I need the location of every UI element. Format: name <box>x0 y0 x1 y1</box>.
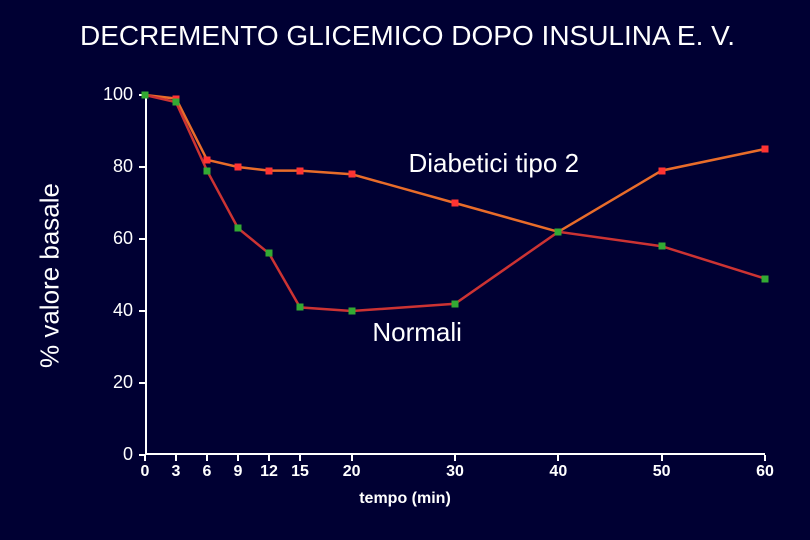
marker-normali <box>266 250 273 257</box>
x-tick-mark <box>557 455 559 461</box>
y-tick-label: 60 <box>73 228 133 249</box>
marker-normali <box>762 275 769 282</box>
x-axis-label: tempo (min) <box>359 490 451 508</box>
y-axis-label: % valore basale <box>35 166 66 386</box>
x-tick-mark <box>206 455 208 461</box>
y-tick-mark <box>139 310 145 312</box>
y-tick-label: 20 <box>73 372 133 393</box>
x-tick-mark <box>764 455 766 461</box>
chart-title: DECREMENTO GLICEMICO DOPO INSULINA E. V. <box>80 20 735 52</box>
x-tick-label: 20 <box>343 463 361 481</box>
x-tick-label: 15 <box>291 463 309 481</box>
annotation-label_normali: Normali <box>372 317 462 348</box>
x-tick-mark <box>268 455 270 461</box>
y-tick-mark <box>139 238 145 240</box>
marker-diabetici-tipo-2 <box>235 164 242 171</box>
marker-normali <box>555 228 562 235</box>
marker-normali <box>204 167 211 174</box>
marker-diabetici-tipo-2 <box>204 156 211 163</box>
marker-diabetici-tipo-2 <box>762 146 769 153</box>
marker-diabetici-tipo-2 <box>266 167 273 174</box>
x-tick-label: 30 <box>446 463 464 481</box>
x-tick-label: 3 <box>172 463 181 481</box>
x-tick-label: 9 <box>234 463 243 481</box>
marker-normali <box>235 225 242 232</box>
marker-diabetici-tipo-2 <box>658 167 665 174</box>
y-tick-label: 40 <box>73 300 133 321</box>
x-tick-label: 40 <box>549 463 567 481</box>
annotation-label_diabetici: Diabetici tipo 2 <box>409 148 580 179</box>
x-tick-mark <box>661 455 663 461</box>
y-tick-label: 100 <box>73 84 133 105</box>
x-tick-mark <box>175 455 177 461</box>
x-tick-mark <box>454 455 456 461</box>
x-tick-label: 0 <box>141 463 150 481</box>
marker-normali <box>142 92 149 99</box>
marker-normali <box>173 99 180 106</box>
marker-normali <box>658 243 665 250</box>
x-tick-label: 50 <box>653 463 671 481</box>
slide: DECREMENTO GLICEMICO DOPO INSULINA E. V.… <box>0 0 810 540</box>
marker-normali <box>348 308 355 315</box>
x-tick-mark <box>144 455 146 461</box>
x-tick-label: 6 <box>203 463 212 481</box>
x-tick-label: 12 <box>260 463 278 481</box>
y-tick-mark <box>139 382 145 384</box>
marker-diabetici-tipo-2 <box>297 167 304 174</box>
chart-plot-area: 020406080100036912152030405060Diabetici … <box>145 95 765 455</box>
marker-normali <box>297 304 304 311</box>
y-tick-mark <box>139 166 145 168</box>
x-tick-mark <box>237 455 239 461</box>
y-tick-label: 0 <box>73 444 133 465</box>
y-axis-line <box>145 95 147 455</box>
x-tick-label: 60 <box>756 463 774 481</box>
x-tick-mark <box>299 455 301 461</box>
marker-normali <box>452 300 459 307</box>
marker-diabetici-tipo-2 <box>452 200 459 207</box>
x-tick-mark <box>351 455 353 461</box>
marker-diabetici-tipo-2 <box>348 171 355 178</box>
y-tick-label: 80 <box>73 156 133 177</box>
